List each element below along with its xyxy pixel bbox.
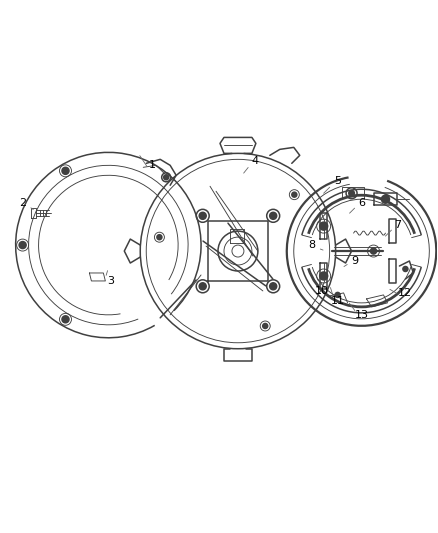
Text: 11: 11: [331, 296, 345, 306]
Circle shape: [320, 222, 328, 230]
Circle shape: [403, 266, 408, 271]
Circle shape: [349, 190, 354, 196]
Text: 6: 6: [358, 198, 365, 208]
Circle shape: [157, 235, 162, 240]
Text: 7: 7: [394, 220, 401, 230]
Text: 8: 8: [308, 240, 315, 250]
Text: 5: 5: [334, 176, 341, 186]
Text: 13: 13: [354, 310, 368, 320]
Text: 9: 9: [351, 256, 358, 266]
Circle shape: [335, 293, 340, 297]
Circle shape: [320, 272, 328, 280]
Circle shape: [199, 212, 206, 219]
Text: 2: 2: [19, 198, 26, 208]
Circle shape: [292, 192, 297, 197]
Circle shape: [270, 212, 277, 219]
Text: 4: 4: [251, 156, 258, 166]
Circle shape: [263, 324, 268, 328]
Circle shape: [199, 283, 206, 290]
Circle shape: [62, 316, 69, 323]
Text: 1: 1: [149, 160, 156, 171]
Text: 3: 3: [107, 276, 114, 286]
Text: 10: 10: [314, 286, 328, 296]
Text: 12: 12: [397, 288, 411, 298]
Circle shape: [19, 241, 26, 248]
Circle shape: [381, 195, 389, 203]
Circle shape: [164, 175, 169, 180]
Circle shape: [62, 167, 69, 174]
Circle shape: [371, 248, 377, 254]
Circle shape: [270, 283, 277, 290]
